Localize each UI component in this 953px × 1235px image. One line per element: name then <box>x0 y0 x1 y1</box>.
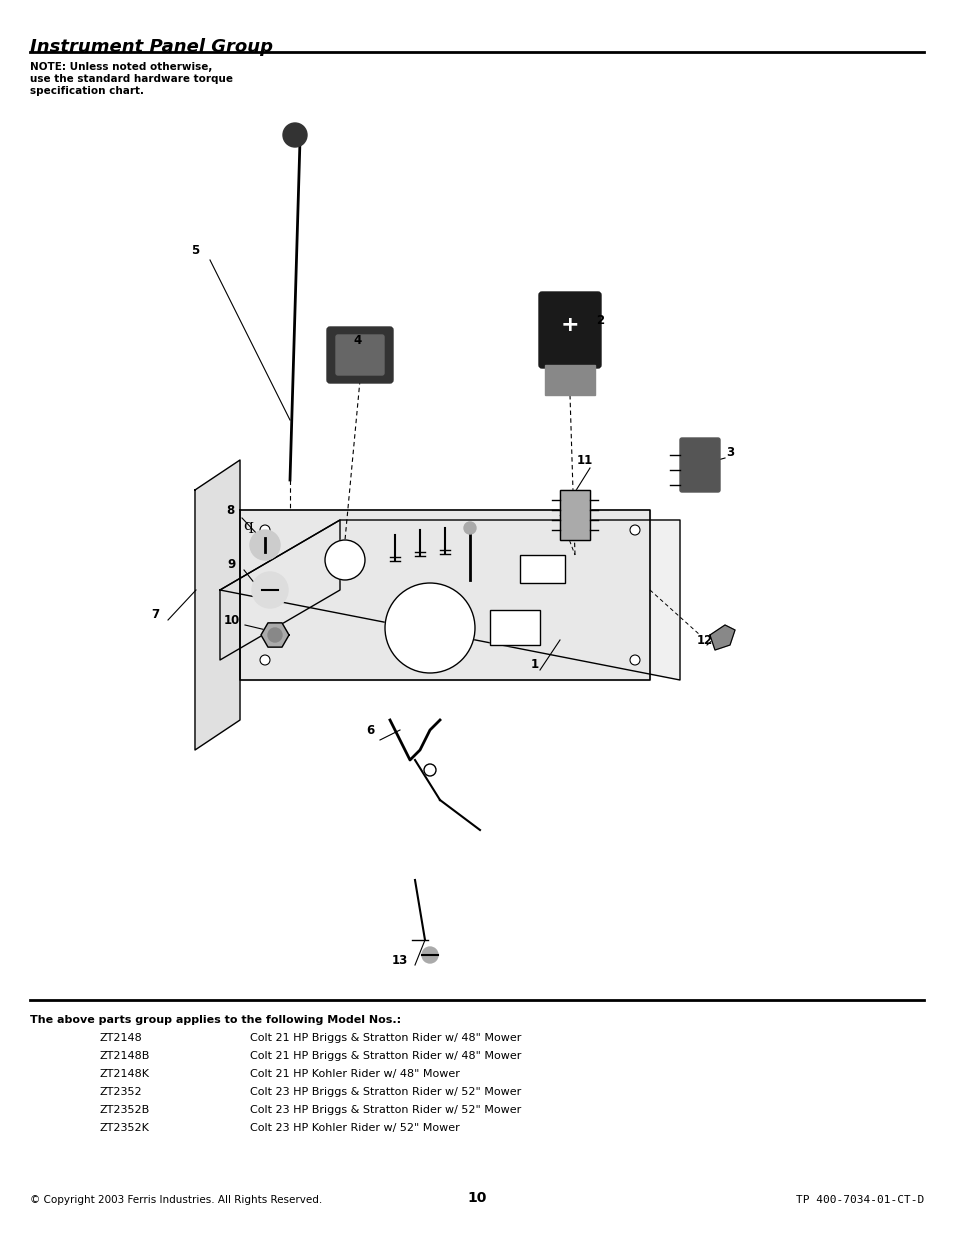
Text: © Copyright 2003 Ferris Industries. All Rights Reserved.: © Copyright 2003 Ferris Industries. All … <box>30 1195 322 1205</box>
FancyBboxPatch shape <box>679 438 720 492</box>
Text: TP 400-7034-01-CT-D: TP 400-7034-01-CT-D <box>795 1195 923 1205</box>
Text: 12: 12 <box>696 634 713 646</box>
Circle shape <box>421 947 437 963</box>
Circle shape <box>385 583 475 673</box>
Text: Colt 21 HP Briggs & Stratton Rider w/ 48" Mower: Colt 21 HP Briggs & Stratton Rider w/ 48… <box>250 1051 521 1061</box>
Text: 9: 9 <box>228 558 236 572</box>
Text: 8: 8 <box>226 504 233 516</box>
Polygon shape <box>709 625 734 650</box>
Bar <box>490 610 539 645</box>
Polygon shape <box>240 510 649 680</box>
Text: 6: 6 <box>366 724 374 736</box>
Text: 10: 10 <box>467 1191 486 1205</box>
Text: ZT2148: ZT2148 <box>100 1032 143 1044</box>
Text: Colt 23 HP Briggs & Stratton Rider w/ 52" Mower: Colt 23 HP Briggs & Stratton Rider w/ 52… <box>250 1105 520 1115</box>
Text: Colt 23 HP Kohler Rider w/ 52" Mower: Colt 23 HP Kohler Rider w/ 52" Mower <box>250 1123 459 1132</box>
Bar <box>519 555 564 583</box>
Text: 5: 5 <box>191 243 199 257</box>
Text: ZT2148B: ZT2148B <box>100 1051 151 1061</box>
Polygon shape <box>261 622 289 647</box>
Circle shape <box>252 572 288 608</box>
Text: ZT2352K: ZT2352K <box>100 1123 150 1132</box>
Text: 7: 7 <box>151 609 159 621</box>
FancyBboxPatch shape <box>335 335 384 375</box>
Circle shape <box>250 530 280 559</box>
Text: The above parts group applies to the following Model Nos.:: The above parts group applies to the fol… <box>30 1015 400 1025</box>
Text: use the standard hardware torque: use the standard hardware torque <box>30 74 233 84</box>
Bar <box>559 490 589 540</box>
Text: NOTE: Unless noted otherwise,: NOTE: Unless noted otherwise, <box>30 62 213 72</box>
Text: +: + <box>560 315 578 335</box>
Polygon shape <box>220 520 679 680</box>
Text: ZT2352B: ZT2352B <box>100 1105 150 1115</box>
Text: q: q <box>243 519 253 534</box>
Text: Colt 21 HP Kohler Rider w/ 48" Mower: Colt 21 HP Kohler Rider w/ 48" Mower <box>250 1070 459 1079</box>
Text: Instrument Panel Group: Instrument Panel Group <box>30 38 273 56</box>
Circle shape <box>463 522 476 534</box>
Text: Colt 23 HP Briggs & Stratton Rider w/ 52" Mower: Colt 23 HP Briggs & Stratton Rider w/ 52… <box>250 1087 520 1097</box>
Text: 4: 4 <box>354 333 362 347</box>
Polygon shape <box>194 459 240 750</box>
Text: 1: 1 <box>531 658 538 672</box>
Circle shape <box>260 525 270 535</box>
Circle shape <box>325 540 365 580</box>
Bar <box>490 610 539 645</box>
Bar <box>519 555 564 583</box>
Text: specification chart.: specification chart. <box>30 86 144 96</box>
Bar <box>544 366 595 395</box>
Polygon shape <box>220 520 339 659</box>
Text: 13: 13 <box>392 953 408 967</box>
Text: 10: 10 <box>224 614 240 626</box>
Text: 3: 3 <box>725 447 733 459</box>
Bar <box>559 490 589 540</box>
Circle shape <box>268 629 282 642</box>
Text: ZT2148K: ZT2148K <box>100 1070 150 1079</box>
Text: 11: 11 <box>577 453 593 467</box>
Circle shape <box>423 764 436 776</box>
Circle shape <box>283 124 307 147</box>
Circle shape <box>629 655 639 664</box>
Circle shape <box>629 525 639 535</box>
Text: ZT2352: ZT2352 <box>100 1087 143 1097</box>
Text: Colt 21 HP Briggs & Stratton Rider w/ 48" Mower: Colt 21 HP Briggs & Stratton Rider w/ 48… <box>250 1032 521 1044</box>
FancyBboxPatch shape <box>327 327 393 383</box>
FancyBboxPatch shape <box>538 291 600 368</box>
Circle shape <box>260 655 270 664</box>
Text: 2: 2 <box>596 314 603 326</box>
